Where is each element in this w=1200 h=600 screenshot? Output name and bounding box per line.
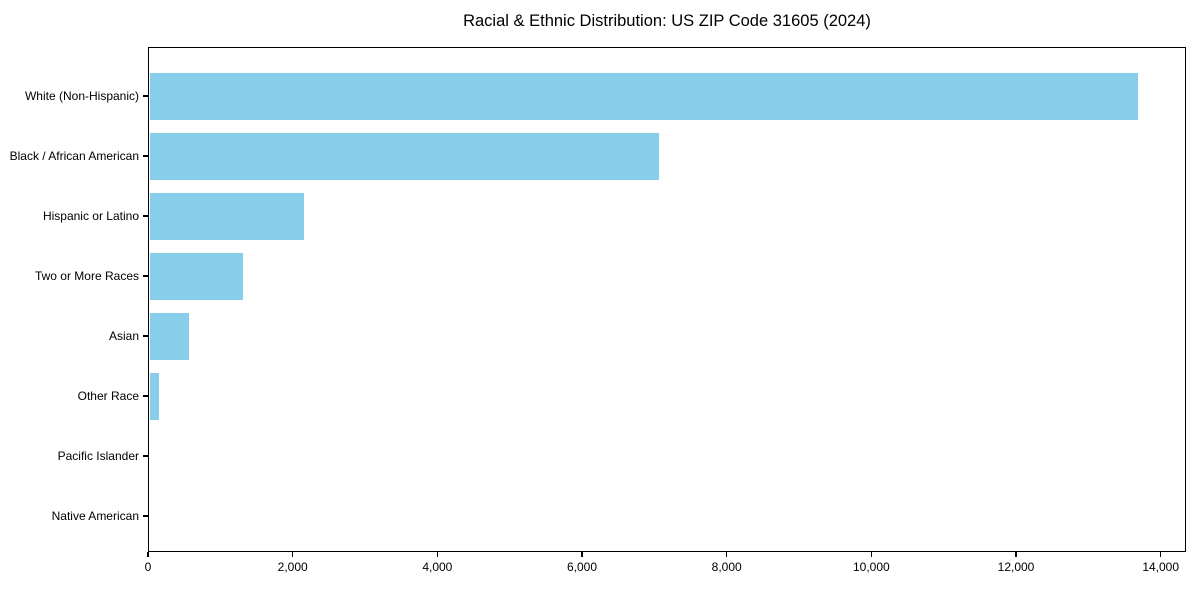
ytick-mark <box>143 335 148 337</box>
ytick-mark <box>143 515 148 517</box>
ytick-mark <box>143 395 148 397</box>
xtick-label-6000: 6,000 <box>566 560 598 574</box>
bar-black-african-american <box>149 132 660 180</box>
ytick-mark <box>143 155 148 157</box>
ytick-label-hispanic-or-latino: Hispanic or Latino <box>42 209 139 223</box>
ytick-mark <box>143 215 148 217</box>
chart-title: Racial & Ethnic Distribution: US ZIP Cod… <box>463 12 871 30</box>
plot-area <box>148 47 1186 552</box>
ytick-label-two-or-more-races: Two or More Races <box>34 269 139 283</box>
ytick-mark <box>143 95 148 97</box>
xtick-mark <box>1015 552 1017 557</box>
bar-white-non-hispanic <box>149 72 1138 120</box>
xtick-label-8000: 8,000 <box>711 560 742 574</box>
bar-other-race <box>149 372 159 420</box>
bar-two-or-more-races <box>149 252 243 300</box>
ytick-label-pacific-islander: Pacific Islander <box>57 449 139 463</box>
xtick-mark <box>1160 552 1162 557</box>
bar-asian <box>149 312 189 360</box>
ytick-label-black-african-american: Black / African American <box>9 149 139 163</box>
ytick-label-other-race: Other Race <box>77 389 139 403</box>
xtick-mark <box>292 552 294 557</box>
ytick-label-white-non-hispanic: White (Non-Hispanic) <box>24 89 139 103</box>
xtick-label-12000: 12,000 <box>997 560 1035 574</box>
bar-hispanic-or-latino <box>149 192 305 240</box>
xtick-mark <box>581 552 583 557</box>
xtick-mark <box>436 552 438 557</box>
xtick-mark <box>870 552 872 557</box>
xtick-label-2000: 2,000 <box>277 560 308 574</box>
xtick-label-14000: 14,000 <box>1142 560 1180 574</box>
ytick-label-native-american: Native American <box>51 509 139 523</box>
ytick-mark <box>143 455 148 457</box>
ytick-mark <box>143 275 148 277</box>
xtick-mark <box>726 552 728 557</box>
xtick-mark <box>147 552 149 557</box>
xtick-label-4000: 4,000 <box>422 560 453 574</box>
xtick-label-0: 0 <box>144 560 152 574</box>
xtick-label-10000: 10,000 <box>852 560 890 574</box>
ytick-label-asian: Asian <box>108 329 139 343</box>
